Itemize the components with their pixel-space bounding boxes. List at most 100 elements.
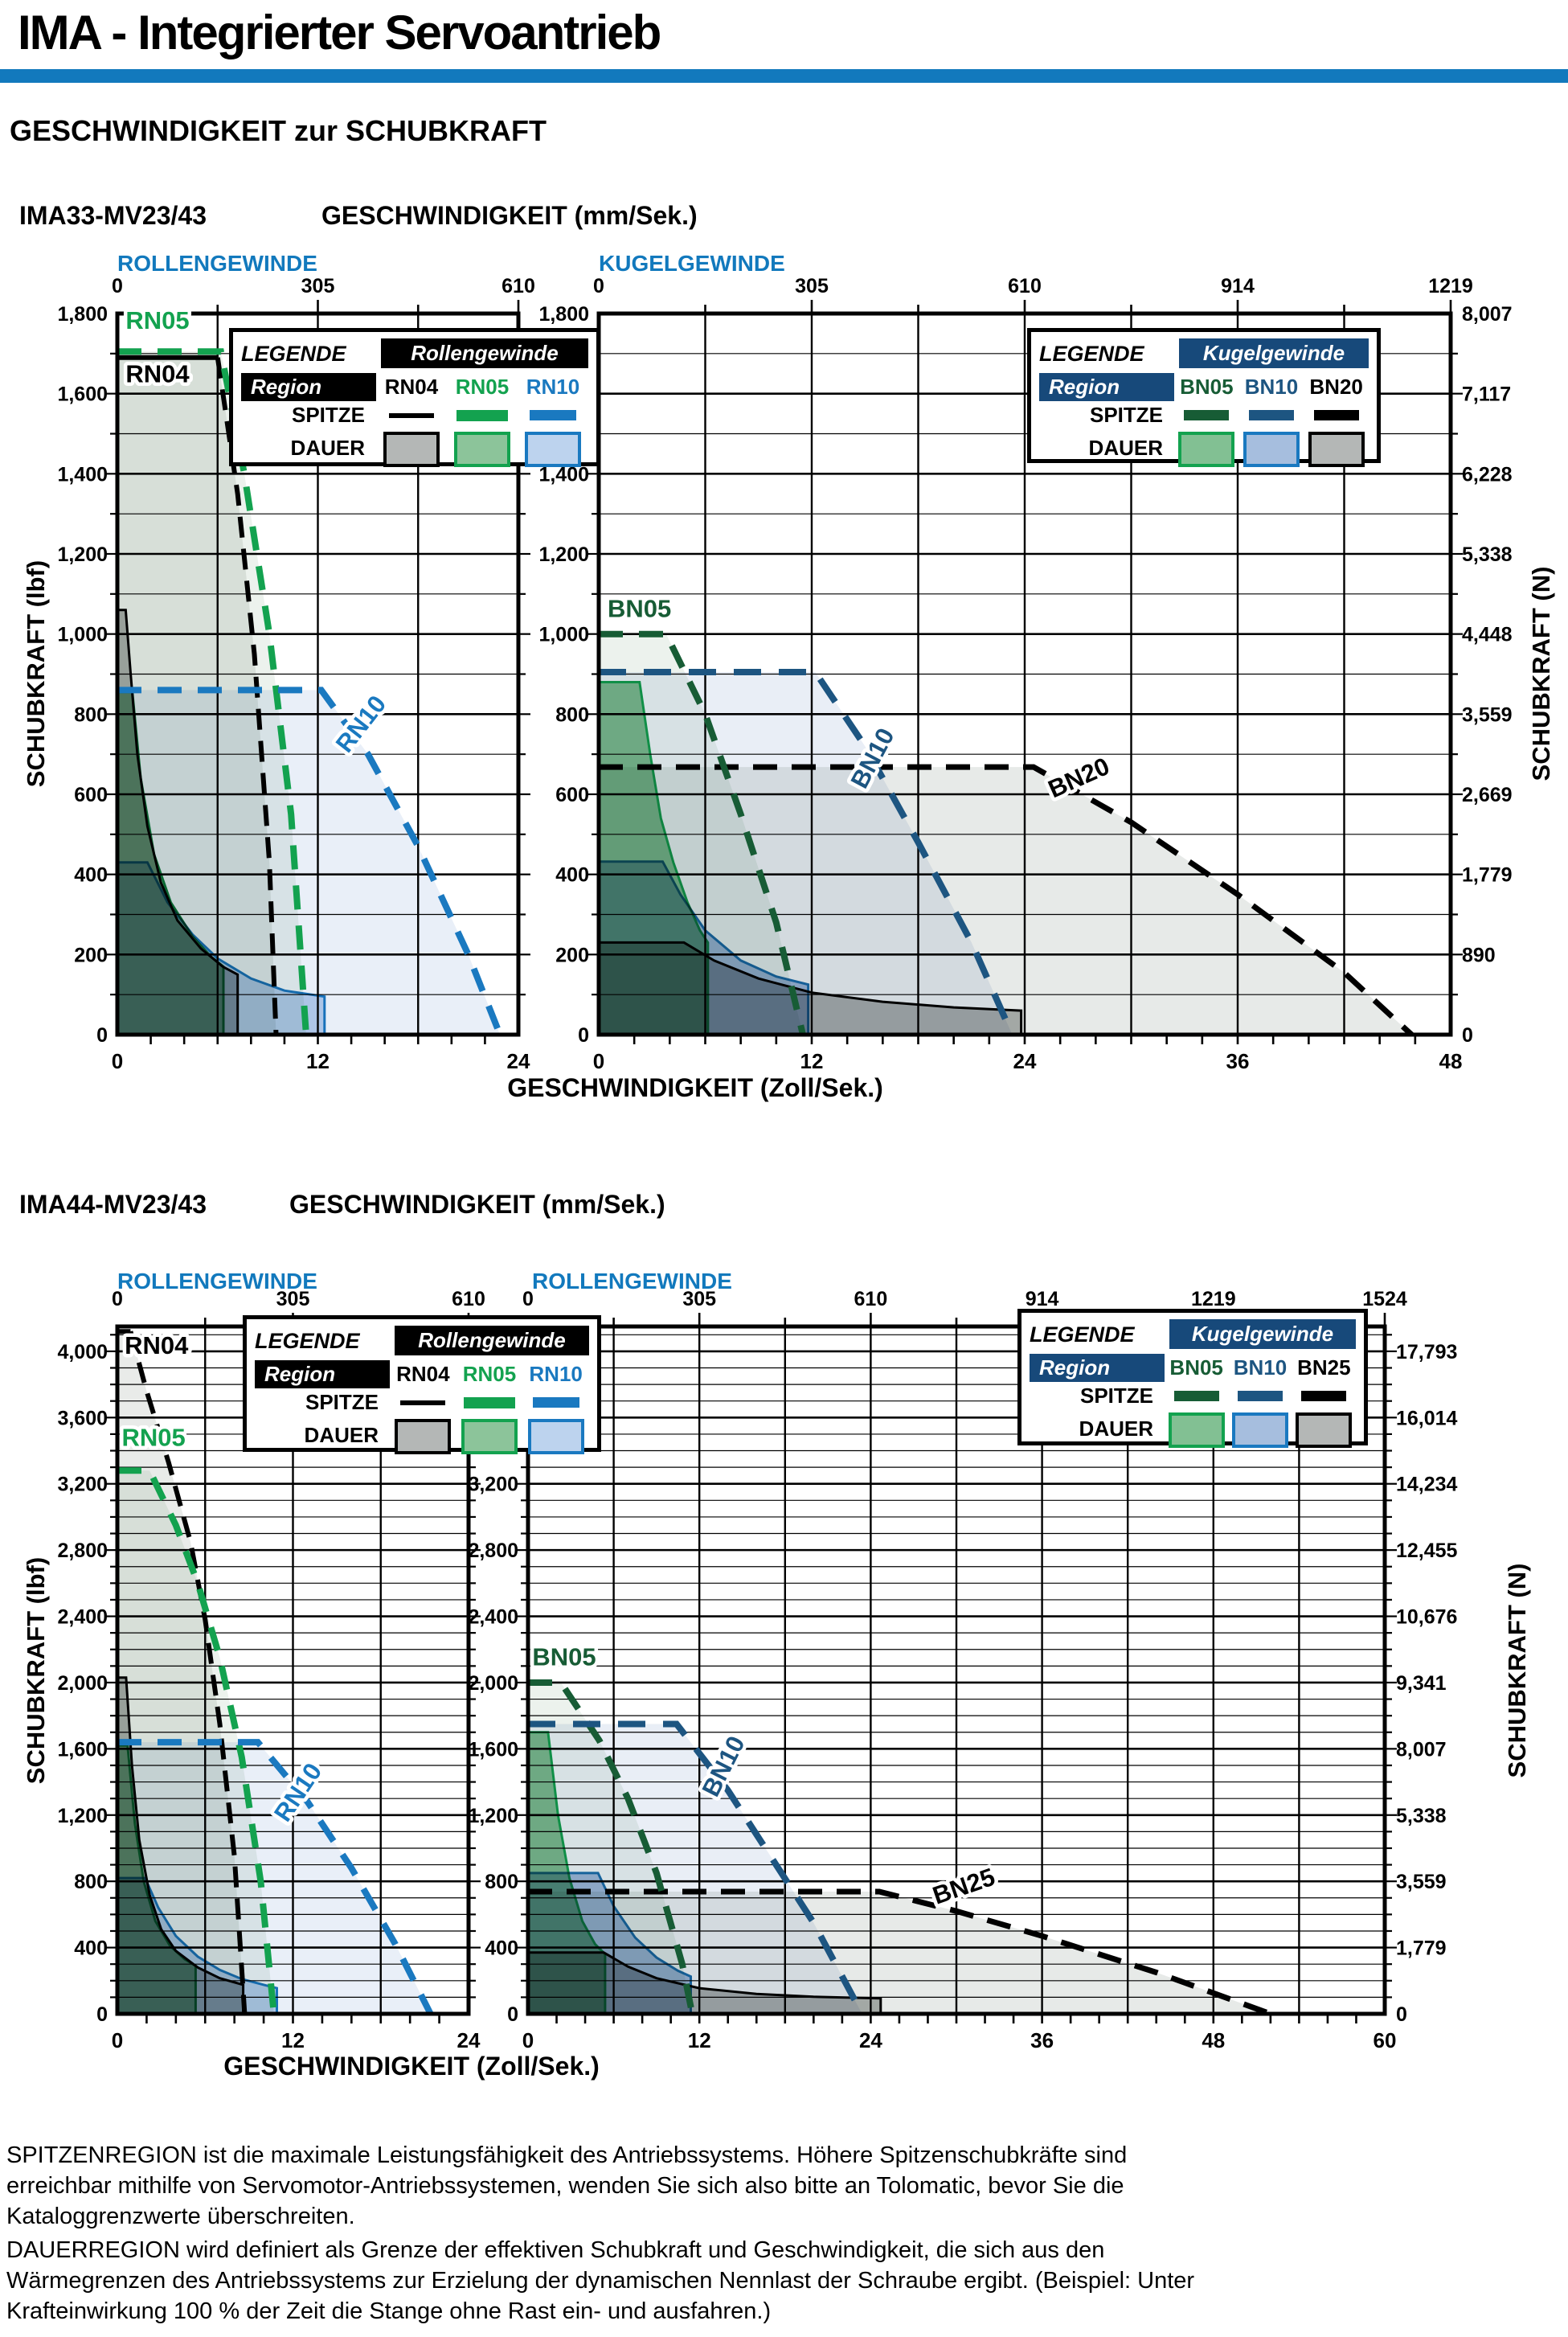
legend-spitze-label: SPITZE xyxy=(291,403,365,427)
rn10-spitze-region xyxy=(117,690,501,1035)
legend-header: Kugelgewinde xyxy=(1179,338,1369,368)
footer-paragraph-spitzenregion: SPITZENREGION ist die maximale Leistungs… xyxy=(6,2142,1128,2229)
bn20-spitze-line xyxy=(599,764,1414,1037)
y-axis-label-lbf: 1,200 xyxy=(57,543,108,566)
x-axis-label-zoll: 12 xyxy=(688,2028,711,2052)
y-axis-label-lbf: 1,200 xyxy=(468,1805,518,1827)
rn05-spitze-line xyxy=(117,1467,277,2015)
y-axis-label-lbf: 600 xyxy=(555,784,589,806)
y-axis-label-lbf: 0 xyxy=(96,1024,108,1047)
legend-spitze-swatch-rn10 xyxy=(530,410,576,420)
chart3-title: ROLLENGEWINDE xyxy=(117,1269,317,1294)
rn10-spitze-line xyxy=(117,687,503,1036)
legend-dauer-swatch-rn04 xyxy=(383,432,440,467)
legend-spitze-label: SPITZE xyxy=(305,1390,379,1414)
series-label-rn04: RN04 xyxy=(125,360,190,388)
x-axis-label-mm: 0 xyxy=(112,275,123,297)
y-axis-label-lbf: 2,000 xyxy=(468,1672,518,1695)
y-axis-label-lbf: 2,000 xyxy=(57,1672,108,1695)
legend-dauer-swatch-bn10 xyxy=(1243,432,1300,467)
y-axis-label-lbf: 800 xyxy=(555,703,589,726)
legend-series-name-bn25: BN25 xyxy=(1297,1355,1351,1380)
section1-model-label: IMA33-MV23/43 xyxy=(19,201,207,230)
legend-dauer-label: DAUER xyxy=(290,436,365,460)
x-axis-label-mm: 610 xyxy=(1008,275,1042,297)
rn10-spitze-region xyxy=(117,1742,431,2014)
legend-dauer-swatch-rn04 xyxy=(395,1419,452,1454)
y-axis-label-newton: 890 xyxy=(1462,944,1496,966)
y-axis-label-newton: 3,559 xyxy=(1462,703,1513,726)
y-axis-label-lbf: 400 xyxy=(74,864,108,887)
x-axis-label-mm: 305 xyxy=(301,275,335,297)
x-axis-label-zoll: 0 xyxy=(112,1049,123,1073)
legend-series-name-bn10: BN10 xyxy=(1233,1355,1288,1380)
x-axis-label-mm: 610 xyxy=(502,275,535,297)
legend-header: Rollengewinde xyxy=(395,1326,589,1355)
y-axis-label-lbf: 400 xyxy=(555,864,589,887)
y-axis-label-lbf: 1,000 xyxy=(57,624,108,646)
y-axis-label-lbf: 400 xyxy=(74,1937,108,1960)
legend-dauer-label: DAUER xyxy=(1079,1417,1153,1441)
legend-dauer-label: DAUER xyxy=(1088,436,1163,460)
legend-dauer-swatch-rn10 xyxy=(527,1419,584,1454)
legend-title: LEGENDE xyxy=(255,1329,360,1353)
x-axis-label-mm: 610 xyxy=(452,1288,485,1310)
legend-spitze-swatch-bn05 xyxy=(1184,410,1230,420)
x-axis-label-mm: 305 xyxy=(795,275,829,297)
bn10-dauer-region xyxy=(597,860,810,1036)
chart-ima44-rollengewinde: 4,000 3,600 3,200 2,800 2,400 2,000 1,600 1,200… xyxy=(57,1288,485,2052)
x-axis-label-zoll: 0 xyxy=(112,2028,123,2052)
legend-series-name-rn10: RN10 xyxy=(529,1362,583,1386)
legend-series-name-bn05: BN05 xyxy=(1180,375,1234,399)
series-label-rn04: RN04 xyxy=(125,1331,189,1359)
y-axis-label-lbf: 1,200 xyxy=(538,543,589,566)
bn05-spitze-line xyxy=(599,630,806,1035)
y-axis-label-newton: 16,014 xyxy=(1396,1407,1458,1429)
x-axis-label-zoll: 24 xyxy=(859,2028,882,2052)
legend-region-label: Region xyxy=(241,373,376,401)
legend-spitze-swatch-rn05 xyxy=(463,1396,515,1408)
y-axis-label-newton: 2,669 xyxy=(1462,784,1513,806)
y-axis-label-lbf: 0 xyxy=(507,2003,518,2026)
series-label-bn05: BN05 xyxy=(608,595,671,623)
y-axis-label-lbf: 3,200 xyxy=(57,1474,108,1496)
x-axis-label-mm: 0 xyxy=(593,275,604,297)
rn10-dauer-region xyxy=(116,861,326,1036)
x-axis-label-mm: 610 xyxy=(854,1288,888,1310)
section1-bottom-axis-title: GESCHWINDIGKEIT (Zoll/Sek.) xyxy=(507,1073,883,1102)
y-axis-label-newton: 4,448 xyxy=(1462,624,1513,646)
y-axis-label-newton: 0 xyxy=(1396,2003,1407,2026)
legend-spitze-label: SPITZE xyxy=(1089,403,1163,427)
x-axis-label-mm: 0 xyxy=(112,1288,123,1310)
y-axis-label-lbf: 800 xyxy=(74,1871,108,1893)
x-axis-label-zoll: 48 xyxy=(1202,2028,1225,2052)
y-axis-label-lbf: 800 xyxy=(74,703,108,726)
y-axis-label-lbf: 1,600 xyxy=(57,1738,108,1761)
legend-spitze-swatch-bn10 xyxy=(1237,1391,1283,1401)
y-axis-label-newton: 0 xyxy=(1462,1024,1473,1047)
y-axis-label-lbf: 1,400 xyxy=(57,463,108,486)
legend-spitze-swatch-rn04 xyxy=(389,412,434,418)
legend-title: LEGENDE xyxy=(241,342,346,366)
y-axis-label-newton: 17,793 xyxy=(1396,1341,1457,1363)
y-axis-label-newton: 3,559 xyxy=(1396,1871,1447,1893)
x-axis-label-mm: 914 xyxy=(1026,1288,1059,1310)
bn10-spitze-line xyxy=(528,1720,866,2015)
chart1-title: ROLLENGEWINDE xyxy=(117,251,317,276)
x-axis-label-zoll: 60 xyxy=(1374,2028,1397,2052)
y-axis-label-lbf: 200 xyxy=(74,944,108,966)
rn10-spitze-line xyxy=(117,1739,434,2015)
y-axis-label-newton: 10,676 xyxy=(1396,1606,1457,1629)
y-axis-label-newton: 1,779 xyxy=(1462,864,1513,887)
y-axis-label-newton: 8,007 xyxy=(1396,1738,1447,1761)
x-axis-label-mm: 305 xyxy=(682,1288,716,1310)
chart4-title: ROLLENGEWINDE xyxy=(532,1269,732,1294)
y-axis-label-lbf: 1,800 xyxy=(538,303,589,326)
rn04-spitze-line xyxy=(128,1330,248,2015)
y-axis-label-lbf: 400 xyxy=(485,1937,518,1960)
legend-ima44-kugelgewinde: LEGENDE Kugelgewinde Region BN05 BN10 BN25 SPI… xyxy=(1017,1309,1368,1448)
legend-spitze-swatch-bn20 xyxy=(1313,410,1359,420)
legend-series-name-rn05: RN05 xyxy=(462,1362,517,1386)
y-axis-label-lbf: 1,400 xyxy=(538,463,589,486)
